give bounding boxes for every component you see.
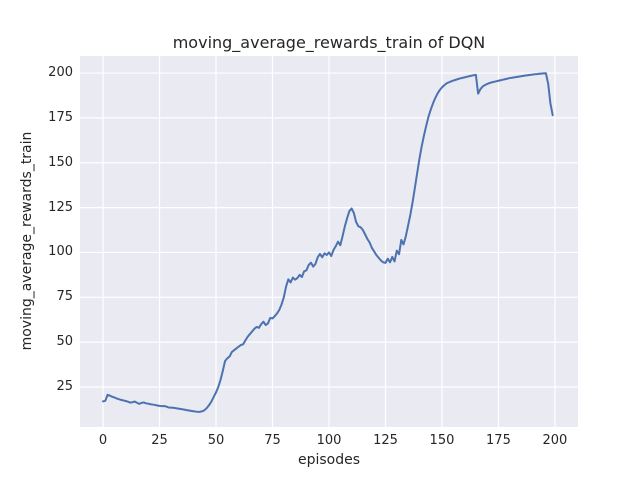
y-tick-label: 125: [48, 199, 73, 215]
y-tick-label: 175: [48, 109, 73, 125]
y-tick-label: 200: [48, 65, 73, 81]
x-tick-label: 25: [151, 433, 168, 448]
y-tick-label: 75: [56, 289, 73, 305]
x-tick-label: 125: [373, 433, 398, 448]
data-line: [102, 72, 554, 413]
x-tick-label: 50: [207, 433, 225, 448]
x-axis-label: episodes: [297, 452, 361, 468]
x-tick-label: 200: [542, 433, 568, 448]
plot-area: [80, 56, 578, 427]
y-tick-label: 50: [56, 334, 73, 350]
chart-title: moving_average_rewards_train of DQN: [172, 33, 486, 52]
x-tick-label: 100: [316, 433, 342, 448]
y-tick-label: 150: [48, 154, 73, 170]
y-tick-label: 100: [48, 244, 73, 260]
x-tick-label: 150: [429, 433, 455, 448]
y-tick-label: 25: [56, 378, 73, 394]
x-tick-label: 75: [264, 433, 281, 448]
plot-canvas: [80, 56, 578, 427]
x-tick-label: 0: [98, 433, 108, 448]
x-tick-label: 175: [486, 433, 511, 448]
